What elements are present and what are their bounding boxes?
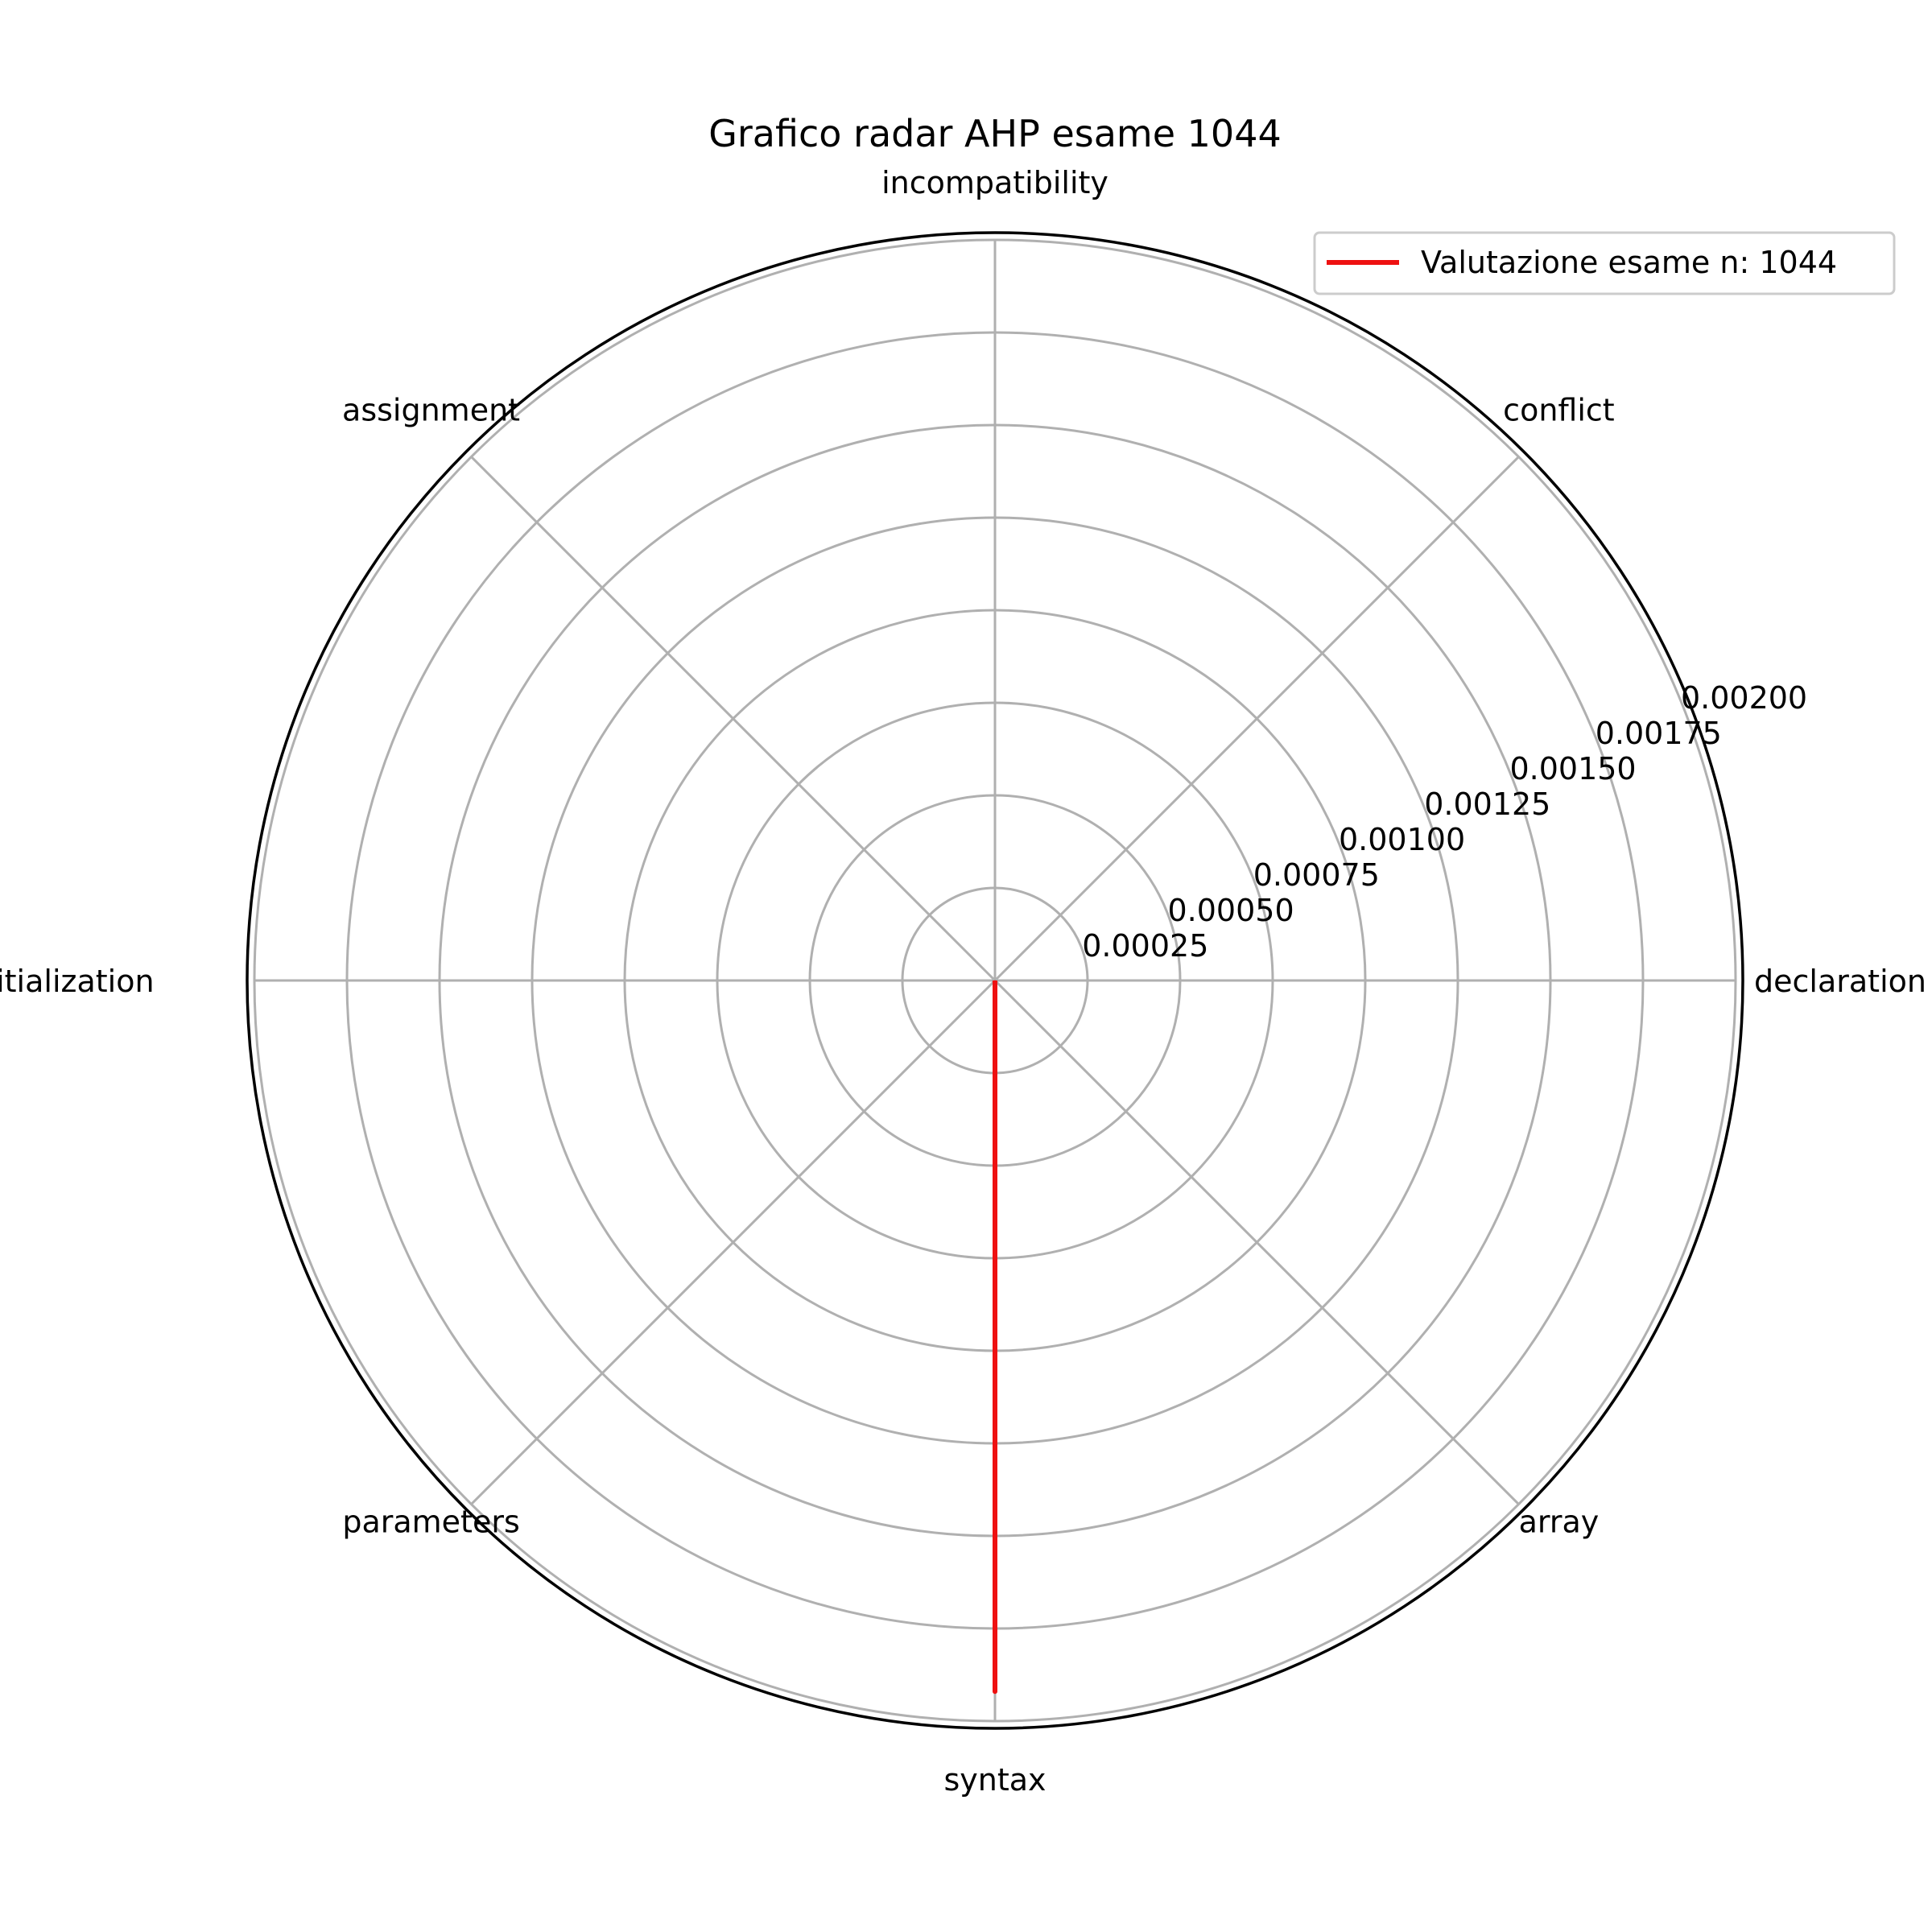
radial-tick-labels: 0.000250.000500.000750.001000.001250.001… [1082, 680, 1807, 964]
legend-label: Valutazione esame n: 1044 [1421, 245, 1837, 280]
radial-tick-label: 0.00150 [1509, 751, 1636, 786]
radial-tick-label: 0.00050 [1167, 893, 1294, 928]
spoke-assignment [470, 456, 997, 982]
spoke-conflict [993, 456, 1520, 982]
spoke-array [993, 979, 1520, 1505]
category-labels: incompatibility conflict declaration array s… [0, 165, 1926, 1798]
category-label-declaration: declaration [1754, 964, 1926, 999]
category-label-conflict: conflict [1503, 393, 1615, 428]
category-label-parameters: parameters [342, 1504, 519, 1539]
radial-tick-label: 0.00100 [1339, 822, 1465, 857]
radial-tick-label: 0.00175 [1596, 716, 1722, 751]
category-label-assignment: assignment [342, 393, 520, 428]
radial-tick-label: 0.00075 [1253, 857, 1380, 893]
radar-series [993, 980, 997, 1695]
category-label-array: array [1519, 1504, 1600, 1539]
outer-ring [246, 231, 1744, 1730]
category-label-incompatibility: incompatibility [881, 165, 1108, 200]
series-point-syntax [994, 1690, 996, 1692]
category-label-syntax: syntax [943, 1762, 1046, 1798]
spoke-parameters [470, 979, 997, 1505]
legend: Valutazione esame n: 1044 [1313, 231, 1896, 295]
radial-tick-label: 0.00125 [1424, 786, 1550, 822]
radial-tick-label: 0.00025 [1082, 928, 1208, 964]
radial-tick-label: 0.00200 [1681, 680, 1807, 716]
series-point-assignment [994, 980, 996, 981]
category-label-initialization: initialization [0, 964, 155, 999]
legend-box [1313, 231, 1896, 295]
chart-title: Grafico radar AHP esame 1044 [708, 112, 1281, 155]
